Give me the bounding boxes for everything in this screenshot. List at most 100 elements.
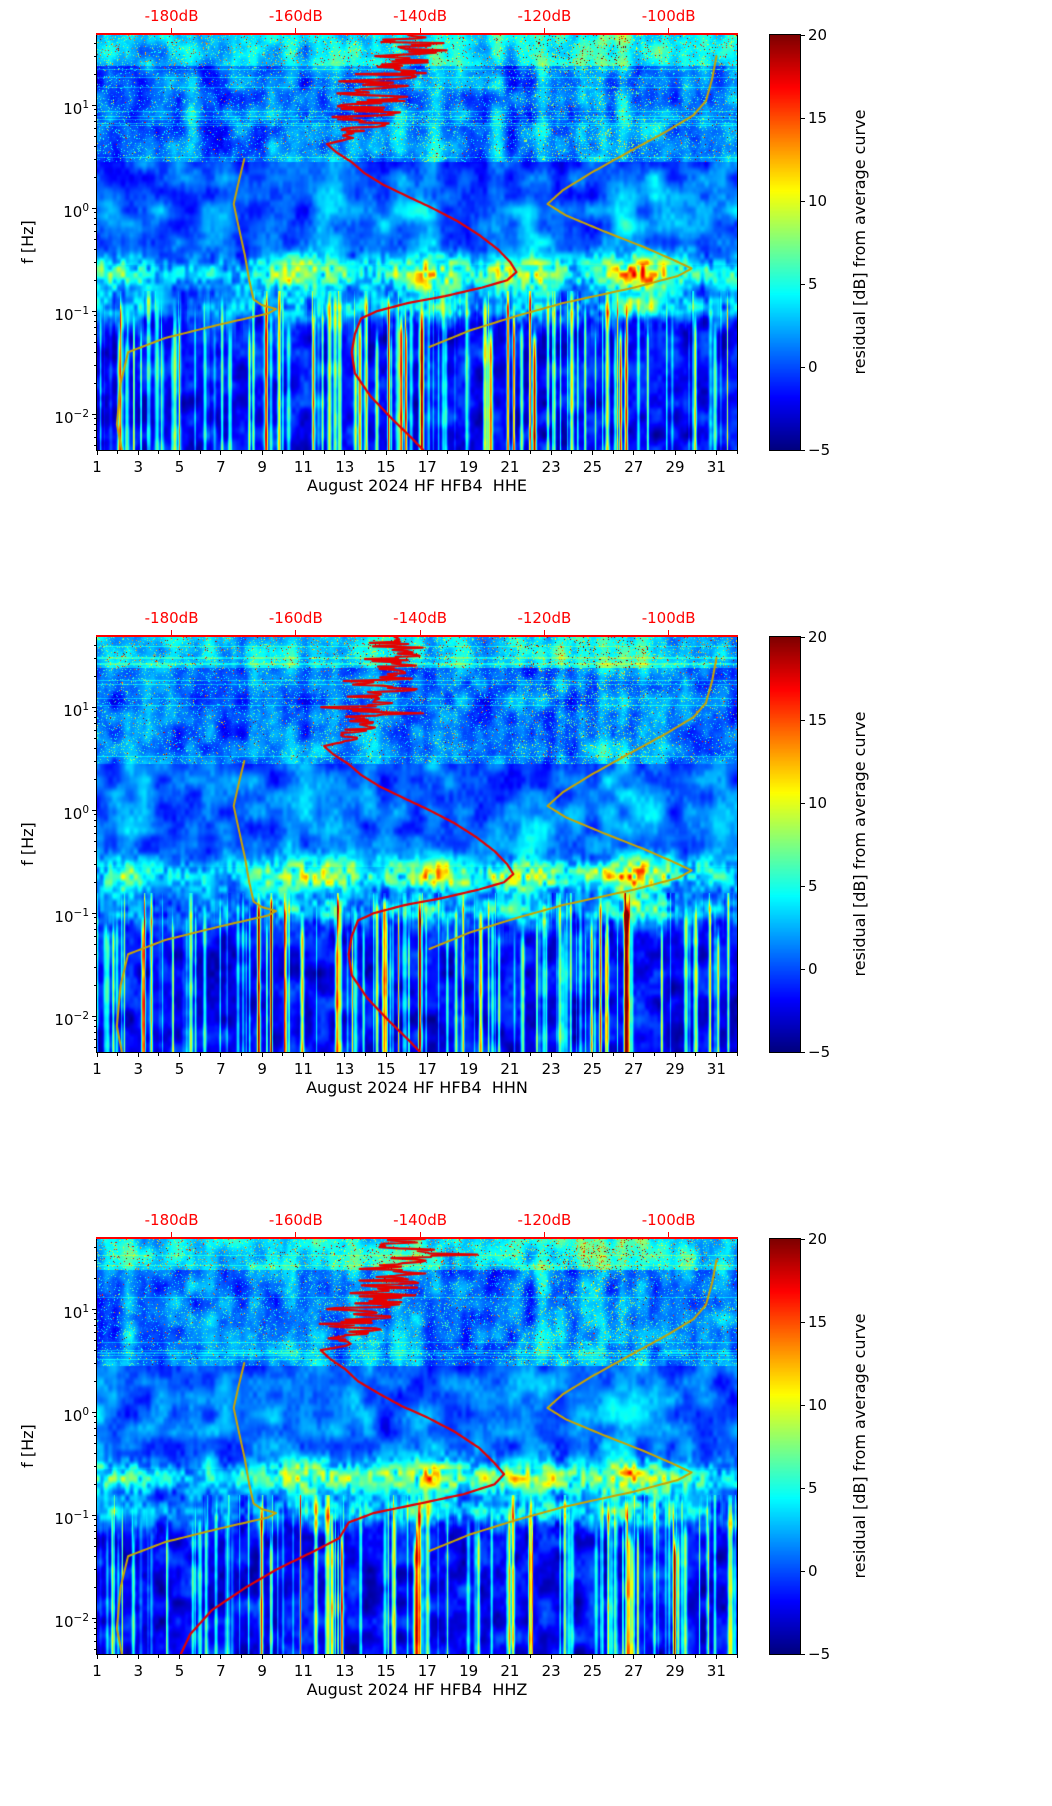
x-tick-label: 19 [459, 458, 479, 476]
y-minor-tick [94, 1020, 97, 1022]
x-tick-label: 7 [216, 458, 226, 476]
x-minor-tick [447, 451, 449, 454]
x-minor-tick [199, 1655, 201, 1658]
spectrogram-panel-hhz: f [Hz] 1 3 5 7 9 11 13 15 17 19 21 23 25 27 29 31 101 100… [0, 1204, 1052, 1806]
colorbar-tick-label: 20 [808, 26, 828, 44]
x-minor-tick [117, 451, 119, 454]
x-minor-tick [736, 1053, 738, 1056]
y-minor-tick [94, 711, 97, 713]
colorbar-label: residual [dB] from average curve [850, 1313, 869, 1579]
top-axis-spine [96, 635, 738, 637]
x-tick-label: 9 [257, 1662, 267, 1680]
x-minor-tick [653, 451, 655, 454]
y-minor-tick [94, 1362, 97, 1364]
x-tick-label: 29 [665, 1662, 685, 1680]
y-minor-tick [94, 825, 97, 827]
colorbar-tick-label: 20 [808, 1230, 828, 1248]
colorbar-tick [801, 1051, 805, 1053]
y-minor-tick [94, 1568, 97, 1570]
y-minor-tick [94, 966, 97, 968]
y-minor-tick [94, 1442, 97, 1444]
colorbar-tick [801, 283, 805, 285]
x-minor-tick [158, 1655, 160, 1658]
y-minor-tick [94, 279, 97, 281]
top-db-tick [419, 630, 421, 635]
x-major-tick [715, 1655, 717, 1659]
y-minor-tick [94, 832, 97, 834]
x-major-tick [220, 1053, 222, 1057]
y-minor-tick [94, 230, 97, 232]
y-tick-label: 10−2 [54, 1010, 89, 1030]
y-minor-tick [94, 814, 97, 816]
top-db-label: -120dB [517, 1211, 572, 1229]
y-axis-label: f [Hz] [18, 1424, 37, 1468]
y-minor-tick [94, 382, 97, 384]
colorbar-tick-label: 5 [808, 877, 818, 895]
x-tick-label: 27 [624, 1662, 644, 1680]
y-tick-label: 10−2 [54, 1612, 89, 1632]
x-tick-label: 1 [92, 1662, 102, 1680]
top-db-tick [171, 28, 173, 33]
y-tick-label: 100 [63, 202, 89, 222]
x-tick-label: 9 [257, 458, 267, 476]
x-tick-label: 13 [335, 1060, 355, 1078]
colorbar-gradient [770, 637, 800, 1052]
plot-frame [96, 34, 738, 451]
x-major-tick [509, 1655, 511, 1659]
x-minor-tick [530, 451, 532, 454]
x-major-tick [261, 1053, 263, 1057]
y-minor-tick [94, 1038, 97, 1040]
y-minor-tick [94, 984, 97, 986]
x-minor-tick [406, 451, 408, 454]
y-minor-tick [94, 863, 97, 865]
colorbar-tick [801, 1404, 805, 1406]
y-minor-tick [94, 1640, 97, 1642]
spectrogram-heatmap-hhn [97, 637, 737, 1052]
x-tick-label: 11 [293, 1060, 313, 1078]
colorbar-tick-label: 15 [808, 711, 828, 729]
x-minor-tick [406, 1053, 408, 1056]
colorbar-tick-label: 20 [808, 628, 828, 646]
top-db-tick [668, 1232, 670, 1237]
y-minor-tick [94, 158, 97, 160]
top-db-tick [419, 1232, 421, 1237]
x-axis-label: August 2024 HF HFB4 HHZ [306, 1680, 528, 1699]
x-tick-label: 15 [376, 458, 396, 476]
top-axis-spine [96, 1237, 738, 1239]
x-tick-label: 5 [174, 1662, 185, 1680]
x-minor-tick [695, 451, 697, 454]
x-tick-label: 17 [417, 458, 437, 476]
x-tick-label: 13 [335, 1662, 355, 1680]
x-major-tick [220, 451, 222, 455]
y-minor-tick [94, 127, 97, 129]
x-minor-tick [571, 1053, 573, 1056]
colorbar-gradient [770, 35, 800, 450]
x-major-tick [591, 1655, 593, 1659]
x-tick-label: 23 [541, 1662, 561, 1680]
y-minor-tick [94, 444, 97, 446]
y-tick-label: 101 [63, 701, 89, 721]
x-minor-tick [282, 1655, 284, 1658]
x-major-tick [344, 451, 346, 455]
x-major-tick [550, 451, 552, 455]
x-minor-tick [323, 451, 325, 454]
top-db-label: -180dB [144, 1211, 199, 1229]
top-db-label: -180dB [144, 609, 199, 627]
x-major-tick [179, 451, 181, 455]
y-major-tick [92, 310, 96, 312]
y-major-tick [92, 1015, 96, 1017]
y-minor-tick [94, 120, 97, 122]
y-minor-tick [94, 1277, 97, 1279]
top-db-tick [295, 28, 297, 33]
top-db-label: -140dB [393, 1211, 448, 1229]
y-tick-label: 100 [63, 1406, 89, 1426]
x-tick-label: 29 [665, 458, 685, 476]
colorbar-tick-label: 15 [808, 109, 828, 127]
y-minor-tick [94, 1259, 97, 1261]
x-major-tick [674, 1655, 676, 1659]
x-major-tick [220, 1655, 222, 1659]
y-minor-tick [94, 1465, 97, 1467]
y-minor-tick [94, 176, 97, 178]
y-minor-tick [94, 943, 97, 945]
top-db-tick [543, 28, 545, 33]
